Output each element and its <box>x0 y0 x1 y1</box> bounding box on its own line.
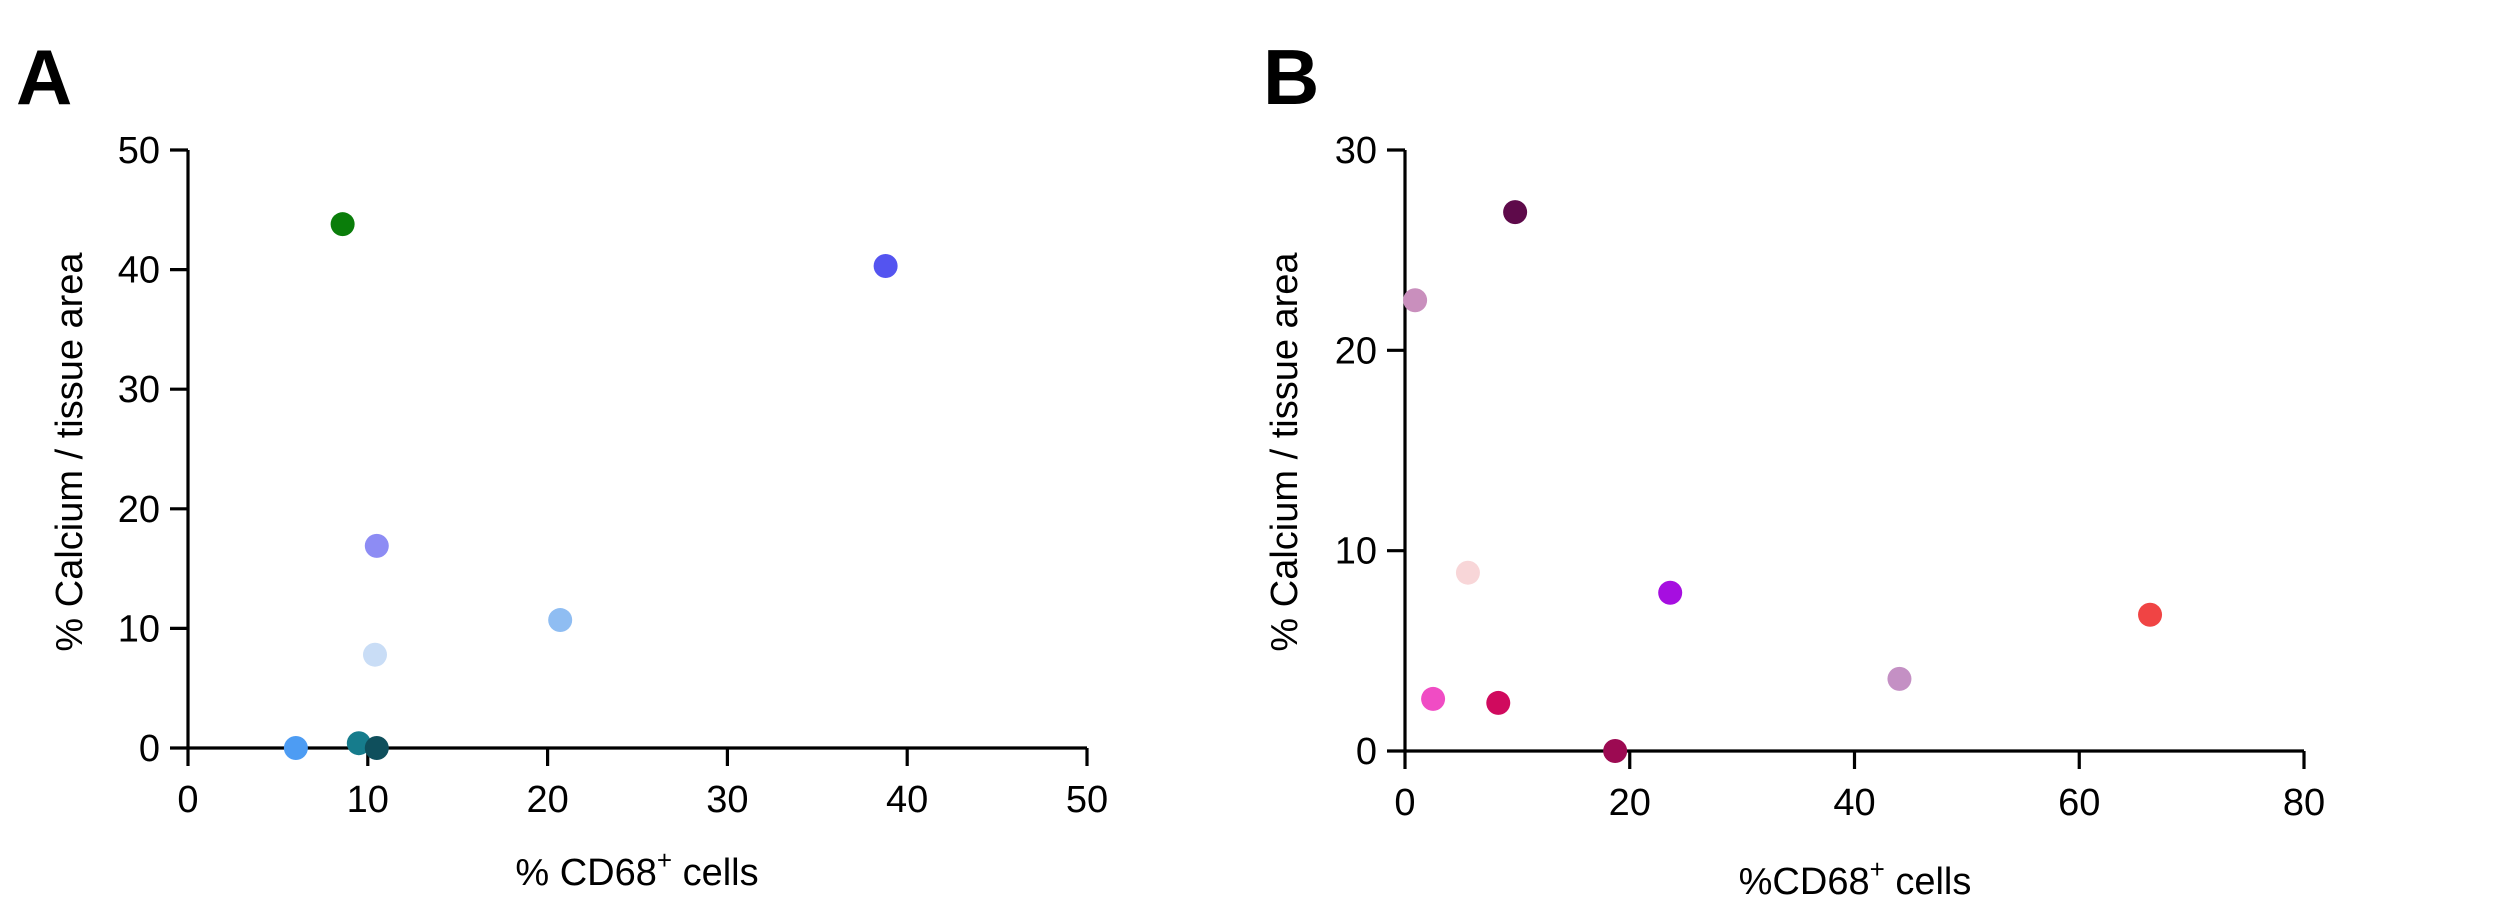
x-tick-label: 40 <box>1833 782 1875 824</box>
y-axis-label: % Calcium / tissue area <box>1264 252 1306 652</box>
scatter-point <box>364 736 389 760</box>
scatter-point <box>1455 560 1480 585</box>
x-tick-label: 50 <box>1066 779 1108 821</box>
scatter-point <box>283 736 308 760</box>
y-tick-label: 50 <box>118 130 160 172</box>
panel-b: B 0 20 40 60 80 0 10 20 30 %CD68+ cells % Calciu… <box>1263 33 2325 903</box>
x-tick-label: 0 <box>177 779 198 821</box>
y-tick-label: 10 <box>1335 531 1377 573</box>
x-axis-label: % CD68+ cells <box>515 845 758 894</box>
scatter-point <box>1658 580 1683 605</box>
x-tick-label: 10 <box>347 779 389 821</box>
panel-label-b: B <box>1263 33 1319 121</box>
x-axis-label: %CD68+ cells <box>1739 854 1972 903</box>
y-axis-label: % Calcium / tissue area <box>49 252 91 652</box>
scatter-point <box>346 731 371 756</box>
x-tick-label: 0 <box>1394 782 1415 824</box>
scatter-point <box>1887 666 1912 691</box>
y-tick-label: 40 <box>118 250 160 292</box>
scatter-point <box>873 254 898 279</box>
x-tick-label: 60 <box>2058 782 2100 824</box>
scatter-point <box>362 642 387 667</box>
scatter-point <box>1603 739 1628 763</box>
scatter-point <box>330 212 355 237</box>
x-tick-label: 20 <box>526 779 568 821</box>
y-tick-label: 30 <box>118 369 160 411</box>
x-tick-label: 80 <box>2283 782 2325 824</box>
scatter-point <box>364 533 389 558</box>
y-tick-label: 10 <box>118 608 160 650</box>
x-tick-label: 40 <box>886 779 928 821</box>
y-tick-label: 30 <box>1335 130 1377 172</box>
y-tick-label: 20 <box>118 489 160 531</box>
panel-label-a: A <box>16 33 72 121</box>
panel-a: A 0 10 20 30 40 50 0 10 20 30 40 50 % CD68+ cells %… <box>16 33 1108 894</box>
scatter-point <box>1486 690 1511 715</box>
scatter-point <box>1421 686 1446 711</box>
scatter-point <box>1503 200 1528 225</box>
x-tick-label: 20 <box>1609 782 1651 824</box>
y-tick-label: 0 <box>1356 731 1377 773</box>
scatter-point <box>1403 288 1428 313</box>
y-tick-label: 0 <box>139 728 160 770</box>
scatter-point <box>548 608 573 633</box>
scatter-point <box>2138 602 2163 627</box>
y-tick-label: 20 <box>1335 330 1377 372</box>
x-tick-label: 30 <box>706 779 748 821</box>
